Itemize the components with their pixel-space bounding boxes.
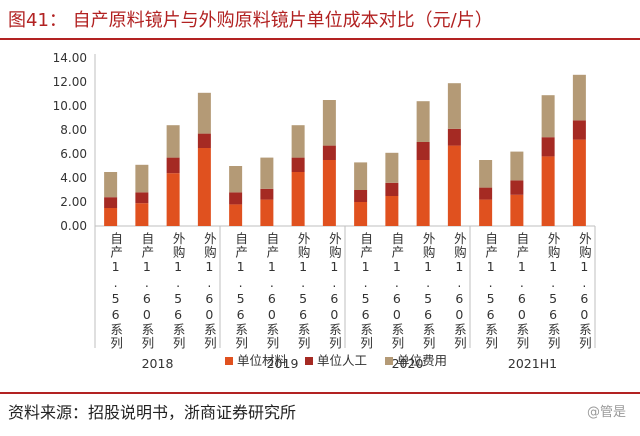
category-label: 自产1.56系列: [108, 232, 123, 350]
bar-segment: [541, 137, 555, 157]
bar-segment: [479, 187, 493, 200]
bar-segment: [229, 192, 243, 205]
category-label: 外购1.56系列: [296, 232, 311, 350]
category-label: 自产1.60系列: [514, 232, 529, 350]
bar-segment: [479, 160, 493, 188]
bar-segment: [197, 148, 211, 226]
bar-segment: [572, 120, 586, 140]
bar-segment: [385, 182, 399, 196]
category-label: 自产1.60系列: [264, 232, 279, 350]
bar-segment: [447, 128, 461, 146]
group-label: 2021H1: [508, 356, 557, 371]
bar-segment: [260, 199, 274, 226]
y-tick-label: 0.00: [60, 219, 87, 233]
bar-segment: [135, 192, 149, 204]
bar-segment: [135, 164, 149, 193]
bar-segment: [291, 125, 305, 158]
legend-swatch: [385, 357, 393, 365]
bar-segment: [447, 145, 461, 226]
bar-segment: [229, 166, 243, 193]
category-label: 外购1.60系列: [202, 232, 217, 350]
category-label: 外购1.60系列: [327, 232, 342, 350]
bar-segment: [510, 194, 524, 226]
y-tick-label: 8.00: [60, 123, 87, 137]
source-note: 资料来源：招股说明书，浙商证券研究所: [8, 403, 297, 422]
bar-segment: [104, 197, 118, 208]
category-label: 外购1.60系列: [452, 232, 467, 350]
y-tick-label: 10.00: [53, 99, 87, 113]
category-label: 自产1.56系列: [358, 232, 373, 350]
bar-segment: [447, 83, 461, 129]
bar-segment: [541, 95, 555, 138]
y-tick-label: 12.00: [53, 75, 87, 89]
bar-segment: [354, 202, 368, 226]
y-tick-label: 6.00: [60, 147, 87, 161]
stacked-bar-chart: 0.00 2.00 4.00 6.00 8.00 10.00 12.00 14.00 自产1.5…: [53, 51, 596, 371]
bar-segment: [229, 204, 243, 226]
category-label: 外购1.56系列: [421, 232, 436, 350]
group-label: 2020: [392, 356, 424, 371]
y-tick-label: 14.00: [53, 51, 87, 65]
bar-segment: [416, 160, 430, 226]
category-label: 外购1.56系列: [171, 232, 186, 350]
bar-segment: [104, 172, 118, 198]
bar-segment: [354, 162, 368, 190]
legend-label: 单位人工: [317, 353, 367, 368]
bar-segment: [572, 74, 586, 121]
bar-segment: [197, 133, 211, 148]
category-label: 自产1.60系列: [139, 232, 154, 350]
bar-segment: [479, 199, 493, 226]
bar-segment: [104, 208, 118, 226]
bar-segment: [354, 190, 368, 202]
group-label: 2018: [142, 356, 174, 371]
bar-segment: [416, 101, 430, 142]
y-tick-label: 4.00: [60, 171, 87, 185]
group-label: 2019: [267, 356, 299, 371]
bar-segment: [260, 188, 274, 200]
bar-segment: [385, 196, 399, 226]
bar-segment: [291, 157, 305, 172]
bar-segment: [322, 160, 336, 226]
bar-segment: [291, 172, 305, 226]
category-label: 外购1.60系列: [577, 232, 592, 350]
watermark: @管是: [586, 405, 626, 420]
legend-swatch: [305, 357, 313, 365]
bar-segment: [135, 203, 149, 226]
bar-segment: [260, 157, 274, 189]
bar-segment: [322, 145, 336, 160]
bar-segment: [166, 125, 180, 158]
legend-label: 单位材料: [237, 353, 288, 368]
legend-swatch: [225, 357, 233, 365]
category-label: 外购1.56系列: [546, 232, 561, 350]
bar-segment: [416, 142, 430, 160]
bar-segment: [572, 139, 586, 226]
bar-segment: [166, 157, 180, 174]
bar-segment: [385, 152, 399, 183]
footer-divider: [0, 392, 640, 394]
bar-segment: [510, 180, 524, 195]
bar-segment: [322, 100, 336, 146]
figure-title: 图41： 自产原料镜片与外购原料镜片单位成本对比（元/片）: [8, 10, 493, 31]
legend-label: 单位费用: [397, 353, 447, 368]
title-divider: [0, 38, 640, 40]
category-label: 自产1.60系列: [389, 232, 404, 350]
bar-segment: [197, 92, 211, 134]
bar-segment: [510, 151, 524, 181]
bar-segment: [166, 173, 180, 226]
bar-segment: [541, 156, 555, 226]
category-label: 自产1.56系列: [233, 232, 248, 350]
category-label: 自产1.56系列: [483, 232, 498, 350]
y-tick-label: 2.00: [60, 195, 87, 209]
